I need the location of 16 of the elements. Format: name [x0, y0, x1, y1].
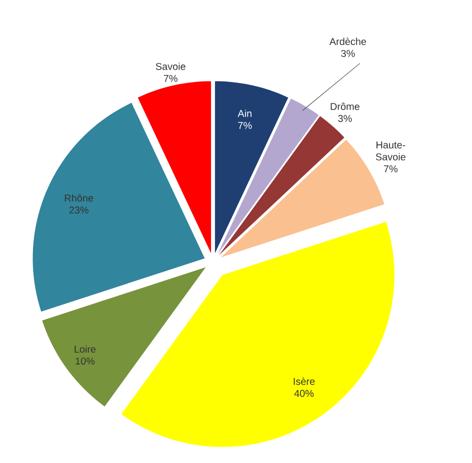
slice-label: Savoie [156, 62, 186, 70]
data-label: 40% [294, 390, 314, 397]
data-label: 23% [69, 206, 88, 214]
data-label: 7% [238, 122, 252, 129]
data-label: 7% [164, 74, 178, 82]
data-label: 10% [76, 358, 95, 365]
data-label: 3% [338, 114, 352, 122]
slice-label: Haute-Savoie [376, 142, 406, 160]
slice-label: Rhône [64, 194, 94, 202]
slice-label: Drôme [330, 102, 360, 110]
data-label: 3% [341, 50, 355, 58]
slice-label: Loire [74, 345, 96, 353]
slice-label: Ardèche [329, 38, 366, 46]
slice-label: Ain [238, 110, 252, 117]
data-label: 7% [384, 165, 398, 172]
slice-label: Isère [294, 378, 315, 385]
